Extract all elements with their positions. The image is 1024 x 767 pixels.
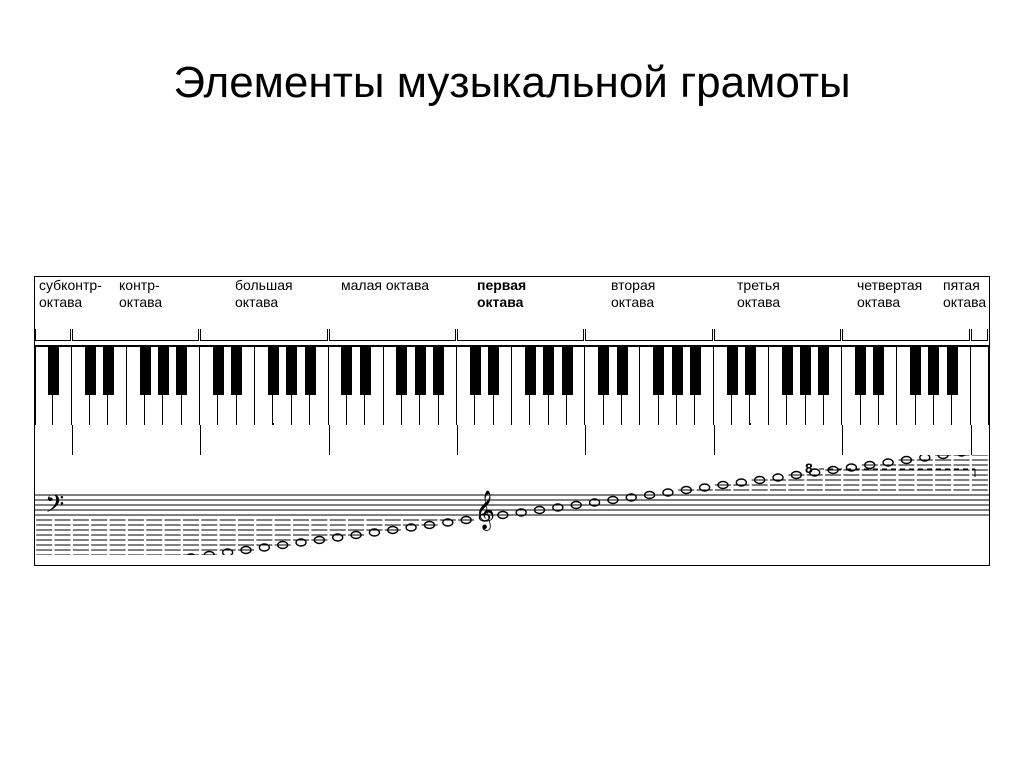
grand-staff: 𝄢 𝄞 8	[35, 455, 989, 555]
black-key	[800, 347, 811, 395]
octave-link	[329, 425, 330, 455]
black-key	[617, 347, 628, 395]
ottava-marker: 8	[805, 460, 813, 476]
octave-label-2: большая октава	[235, 277, 293, 311]
octave-link	[72, 425, 73, 455]
black-key	[48, 347, 59, 395]
black-key	[672, 347, 683, 395]
black-key	[286, 347, 297, 395]
black-key	[488, 347, 499, 395]
black-key	[341, 347, 352, 395]
bass-clef-icon: 𝄢	[45, 491, 64, 524]
black-key	[231, 347, 242, 395]
octave-link	[842, 425, 843, 455]
black-key	[525, 347, 536, 395]
octave-label-5: вторая октава	[611, 277, 655, 311]
octave-label-6: третья октава	[737, 277, 780, 311]
black-key	[947, 347, 958, 395]
octave-label-1: контр- октава	[119, 277, 162, 311]
page-title: Элементы музыкальной грамоты	[0, 58, 1024, 108]
whole-note	[204, 552, 214, 556]
octave-bracket-7	[842, 329, 969, 341]
black-key	[158, 347, 169, 395]
treble-clef-icon: 𝄞	[475, 491, 495, 531]
black-key	[727, 347, 738, 395]
octave-link	[200, 425, 201, 455]
black-key	[470, 347, 481, 395]
octave-brackets-row	[35, 329, 989, 343]
black-key	[745, 347, 756, 395]
octave-label-7: четвертая октава	[857, 277, 922, 311]
octave-link	[585, 425, 586, 455]
black-key	[855, 347, 866, 395]
piano-keyboard	[35, 345, 989, 425]
black-key	[598, 347, 609, 395]
octave-bracket-1	[72, 329, 199, 341]
black-key	[653, 347, 664, 395]
black-key	[873, 347, 884, 395]
black-key	[543, 347, 554, 395]
black-key	[818, 347, 829, 395]
black-key	[305, 347, 316, 395]
black-key	[562, 347, 573, 395]
octave-bracket-4	[457, 329, 584, 341]
octave-bracket-3	[329, 329, 456, 341]
black-key	[213, 347, 224, 395]
octave-bracket-8	[971, 329, 988, 341]
black-key	[360, 347, 371, 395]
black-key	[140, 347, 151, 395]
black-key	[176, 347, 187, 395]
black-key	[690, 347, 701, 395]
black-key	[433, 347, 444, 395]
black-key	[268, 347, 279, 395]
keyboard-to-staff-links	[35, 425, 989, 455]
black-key	[910, 347, 921, 395]
octave-label-4: первая октава	[477, 277, 526, 311]
octave-label-3: малая октава	[341, 277, 429, 294]
octave-link	[457, 425, 458, 455]
white-key	[971, 347, 989, 425]
black-key	[415, 347, 426, 395]
black-key	[85, 347, 96, 395]
octave-bracket-2	[200, 329, 327, 341]
octave-labels-row: субконтр- октава контр- октава большая окт…	[35, 277, 989, 329]
octave-label-8: пятая октава	[943, 277, 986, 311]
octave-bracket-5	[585, 329, 712, 341]
octave-link	[971, 425, 972, 455]
black-key	[782, 347, 793, 395]
piano-octave-diagram: субконтр- октава контр- октава большая окт…	[34, 276, 990, 566]
whole-note	[938, 455, 948, 459]
octave-bracket-6	[714, 329, 841, 341]
black-key	[103, 347, 114, 395]
octave-label-0: субконтр- октава	[39, 277, 102, 311]
octave-bracket-0	[35, 329, 71, 341]
black-key	[396, 347, 407, 395]
black-key	[928, 347, 939, 395]
octave-link	[714, 425, 715, 455]
